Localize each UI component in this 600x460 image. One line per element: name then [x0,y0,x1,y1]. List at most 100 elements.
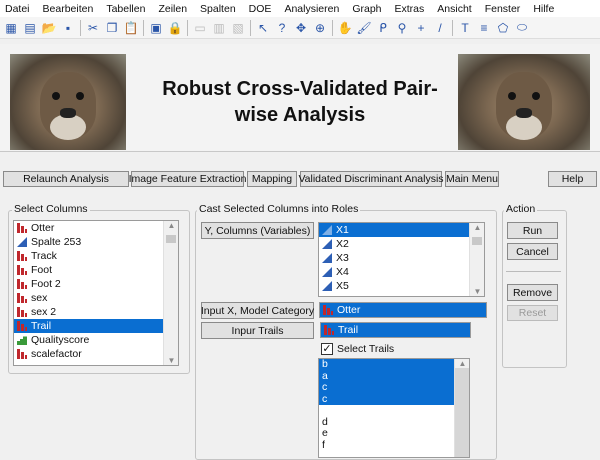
list-item[interactable]: Qualityscore [14,333,163,347]
image-feature-extraction-button[interactable]: Image Feature Extraction [128,171,247,187]
continuous-icon [322,281,332,291]
formula-icon[interactable]: ▣ [150,20,162,35]
list-item[interactable]: a [319,370,454,382]
list-item[interactable]: e [319,427,469,440]
toolbar-separator [452,19,453,36]
input-trails-value: Trail [338,324,359,336]
toolbar-separator [332,19,333,36]
open-icon[interactable]: 📂 [41,20,57,35]
menu-doe[interactable]: DOE [248,2,272,15]
list-item[interactable]: X4 [319,265,469,279]
list-item-label: sex 2 [31,306,57,318]
list-item[interactable]: d [319,416,469,429]
scrollbar[interactable]: ▲ [454,359,469,457]
hand-icon[interactable]: ✋ [337,20,353,35]
row-icon[interactable]: ▭ [194,20,206,35]
scrollbar[interactable]: ▲ ▼ [469,223,484,296]
magnifier-icon[interactable]: ⚲ [397,20,407,35]
list-item-label: Spalte 253 [31,236,82,248]
list-item[interactable]: b [319,359,454,371]
input-x-model-category-button[interactable]: Input X, Model Category [201,302,314,319]
menu-graph[interactable]: Graph [352,2,382,15]
select-columns-list[interactable]: Otter Spalte 253 Track Foot Foot 2 sex sex 2 Tr… [13,220,179,366]
validated-discriminant-analysis-button[interactable]: Validated Discriminant Analysis [298,171,444,187]
list-item[interactable]: X2 [319,237,469,251]
new-script-icon[interactable]: ▤ [24,20,36,35]
list-item-label: b [322,358,328,370]
filter-icon[interactable]: ▧ [232,20,244,35]
menu-hilfe[interactable]: Hilfe [533,2,555,15]
list-item[interactable]: Otter [14,221,163,235]
remove-button[interactable]: Remove [507,284,558,301]
list-item[interactable]: Foot 2 [14,277,163,291]
list-item[interactable]: f [319,439,469,452]
list-item-label: X2 [336,238,349,250]
lock-icon[interactable]: 🔒 [167,20,183,35]
crosshair-icon[interactable]: ✥ [295,20,307,35]
nominal-icon [17,251,27,261]
list-item[interactable]: c [319,392,454,405]
list-item[interactable]: sex 2 [14,305,163,319]
input-x-field[interactable]: Otter [319,302,487,318]
target-icon[interactable]: ⊕ [314,20,326,35]
reset-button[interactable]: Reset [507,305,558,321]
list-item[interactable]: X5 [319,279,469,293]
cut-icon[interactable]: ✂ [87,20,99,35]
scrollbar[interactable]: ▲ ▼ [163,221,178,365]
polygon-icon[interactable]: ⬠ [497,20,509,35]
help-icon[interactable]: ? [278,20,286,35]
menu-zeilen[interactable]: Zeilen [158,2,188,15]
menu-ansicht[interactable]: Ansicht [437,2,472,15]
column-icon[interactable]: ▥ [213,20,225,35]
arrow-icon[interactable]: ↖ [257,20,269,35]
cancel-button[interactable]: Cancel [507,243,558,260]
select-columns-group [8,210,190,374]
relaunch-analysis-button[interactable]: Relaunch Analysis [3,171,129,187]
help-button[interactable]: Help [548,171,597,187]
new-table-icon[interactable]: ▦ [5,20,17,35]
list-item[interactable]: c [319,381,454,394]
run-button[interactable]: Run [507,222,558,239]
copy-icon[interactable]: ❐ [106,20,118,35]
plus-icon[interactable]: + [417,20,425,35]
menu-bearbeiten[interactable]: Bearbeiten [42,2,94,15]
list-item[interactable]: sex [14,291,163,305]
save-icon[interactable]: ▪ [65,20,71,35]
menu-fenster[interactable]: Fenster [484,2,521,15]
lines-icon[interactable]: ≡ [480,20,488,35]
list-item[interactable]: Spalte 253 [14,235,163,249]
menu-datei[interactable]: Datei [5,2,30,15]
menu-extras[interactable]: Extras [394,2,425,15]
textbox-icon[interactable]: T [461,20,469,35]
mapping-button[interactable]: Mapping [247,171,297,187]
menu-spalten[interactable]: Spalten [200,2,236,15]
toolbar-separator [187,19,188,36]
list-item[interactable]: Foot [14,263,163,277]
select-trails-checkbox[interactable]: ✓ Select Trails [321,343,394,355]
list-item[interactable] [319,405,469,417]
line-icon[interactable]: / [438,20,442,35]
menu-tabellen[interactable]: Tabellen [106,2,146,15]
otter-image-left [10,54,126,150]
list-item-label: c [322,392,328,405]
paste-icon[interactable]: 📋 [123,20,139,35]
y-columns-button[interactable]: Y, Columns (Variables) [201,222,314,239]
y-columns-list[interactable]: X1 X2 X3 X4 X5 ▲ ▼ [318,222,485,297]
list-item[interactable]: X3 [319,251,469,265]
input-trails-button[interactable]: Inpur Trails [201,322,314,339]
list-item[interactable]: X1 [319,223,469,237]
ellipse-icon[interactable]: ⬭ [516,20,528,34]
input-trails-field[interactable]: Trail [320,322,471,338]
list-item-label: Trail [31,320,52,332]
list-item[interactable]: Trail [14,319,163,333]
list-item-label: sex [31,292,48,304]
lasso-icon[interactable]: ᑭ [379,20,387,35]
menu-bar: Datei Bearbeiten Tabellen Zeilen Spalten DOE A… [0,0,600,17]
brush-icon[interactable]: 🖌 [356,20,372,35]
menu-analysieren[interactable]: Analysieren [284,2,340,15]
list-item-label: scalefactor [31,348,82,360]
list-item[interactable]: scalefactor [14,347,163,361]
main-menu-button[interactable]: Main Menu [445,171,499,187]
list-item[interactable]: Track [14,249,163,263]
